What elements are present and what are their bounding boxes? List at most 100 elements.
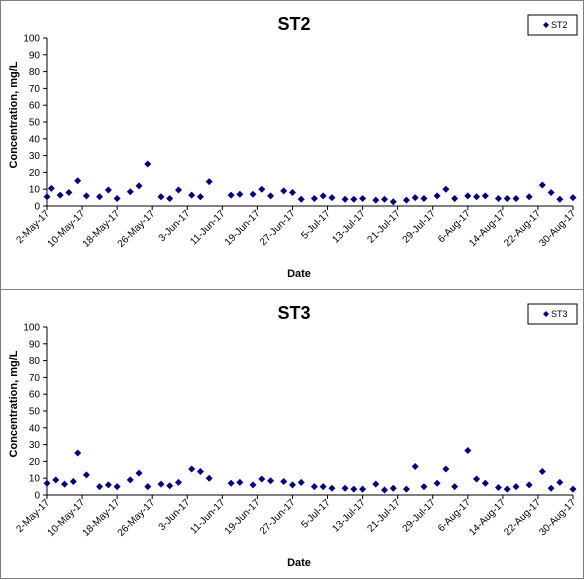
data-point bbox=[556, 195, 564, 203]
y-tick-label: 90 bbox=[29, 339, 41, 350]
x-tick-label: 3-Jun-17 bbox=[157, 497, 193, 533]
data-point bbox=[473, 193, 481, 201]
data-point bbox=[74, 177, 82, 185]
data-point bbox=[310, 194, 318, 202]
data-point bbox=[43, 479, 51, 487]
chart-panel-st2: ST2 ST2 Concentration, mg/L Date 0 10 20 30… bbox=[0, 0, 584, 290]
x-axis-title: Date bbox=[287, 557, 311, 569]
data-point bbox=[56, 191, 64, 199]
data-point bbox=[258, 475, 266, 483]
y-tick-label: 100 bbox=[23, 323, 40, 334]
data-point bbox=[341, 195, 349, 203]
data-point bbox=[381, 195, 389, 203]
x-tick-label: 29-Jul-17 bbox=[401, 208, 439, 246]
x-axis-title: Date bbox=[287, 268, 311, 280]
data-point bbox=[47, 184, 55, 192]
legend-box bbox=[527, 14, 578, 36]
data-point bbox=[113, 194, 121, 202]
y-tick-label: 100 bbox=[23, 34, 40, 45]
data-point bbox=[442, 465, 450, 473]
data-point bbox=[402, 196, 410, 204]
data-point bbox=[372, 196, 380, 204]
data-point bbox=[494, 483, 502, 491]
data-point bbox=[205, 474, 213, 482]
data-point bbox=[350, 485, 358, 493]
data-point bbox=[236, 478, 244, 486]
legend-box bbox=[527, 303, 578, 325]
data-point bbox=[205, 178, 213, 186]
chart-st3: ST3 ST3 Concentration, mg/L Date 0 10 20 30… bbox=[8, 303, 578, 569]
x-tick-label: 19-Jun-17 bbox=[223, 208, 263, 248]
data-point bbox=[411, 462, 419, 470]
data-point bbox=[451, 483, 459, 491]
data-point bbox=[227, 191, 235, 199]
x-tick-label: 27-Jun-17 bbox=[258, 208, 298, 248]
legend: ST3 bbox=[527, 303, 578, 325]
data-point bbox=[157, 193, 165, 201]
y-tick-label: 20 bbox=[29, 168, 41, 179]
x-tick-label: 5-Jul-17 bbox=[299, 497, 333, 531]
data-point bbox=[175, 186, 182, 194]
data-point bbox=[494, 194, 502, 202]
data-point bbox=[126, 476, 134, 484]
data-point bbox=[280, 187, 288, 195]
x-tick-label: 19-Jun-17 bbox=[223, 497, 263, 537]
data-point bbox=[166, 194, 174, 202]
data-point bbox=[249, 481, 257, 489]
data-point bbox=[310, 483, 318, 491]
data-point bbox=[350, 195, 358, 203]
data-point bbox=[319, 192, 327, 200]
data-point bbox=[74, 449, 82, 457]
data-point bbox=[288, 189, 296, 197]
data-point bbox=[227, 479, 235, 487]
data-point bbox=[267, 477, 275, 485]
y-axis-title: Concentration, mg/L bbox=[8, 350, 20, 457]
data-point bbox=[359, 485, 367, 493]
data-point bbox=[433, 192, 441, 200]
data-point bbox=[297, 478, 305, 486]
data-point bbox=[341, 484, 349, 492]
x-tick-label: 14-Aug-17 bbox=[467, 497, 508, 538]
legend: ST2 bbox=[527, 14, 578, 36]
x-tick-label: 5-Jul-17 bbox=[299, 208, 333, 242]
x-tick-label: 13-Jul-17 bbox=[330, 208, 368, 246]
data-point bbox=[420, 194, 428, 202]
legend-label: ST3 bbox=[551, 309, 568, 319]
data-point bbox=[538, 467, 546, 475]
x-tick-label: 14-Aug-17 bbox=[467, 208, 508, 249]
data-point bbox=[65, 189, 73, 197]
y-tick-label: 50 bbox=[29, 407, 41, 418]
x-tick-label: 21-Jul-17 bbox=[366, 208, 404, 246]
y-tick-label: 20 bbox=[29, 457, 41, 468]
data-point bbox=[135, 182, 143, 190]
y-tick-label: 80 bbox=[29, 356, 41, 367]
data-point bbox=[104, 481, 112, 489]
x-tick-label: 11-Jun-17 bbox=[188, 208, 227, 247]
y-tick-label: 0 bbox=[34, 491, 40, 502]
data-point bbox=[547, 484, 555, 492]
chart-panel-st3: ST3 ST3 Concentration, mg/L Date 0 10 20 30… bbox=[0, 289, 584, 579]
data-point bbox=[267, 192, 275, 200]
y-tick-label: 70 bbox=[29, 373, 41, 384]
data-point bbox=[503, 485, 511, 493]
data-point bbox=[69, 478, 77, 486]
data-point bbox=[569, 194, 577, 202]
data-point bbox=[126, 188, 134, 196]
data-point bbox=[389, 198, 397, 206]
data-point bbox=[144, 483, 152, 491]
x-tick-label: 3-Jun-17 bbox=[157, 208, 193, 244]
data-point bbox=[175, 478, 182, 486]
data-point bbox=[188, 191, 196, 199]
chart-st2: ST2 ST2 Concentration, mg/L Date 0 10 20 30… bbox=[8, 14, 578, 280]
x-tick-label: 11-Jun-17 bbox=[188, 497, 227, 536]
data-point bbox=[135, 469, 143, 477]
data-point bbox=[372, 480, 380, 488]
x-tick-label: 22-Aug-17 bbox=[502, 208, 543, 249]
y-tick-label: 0 bbox=[34, 202, 40, 213]
data-point bbox=[328, 484, 336, 492]
legend-label: ST2 bbox=[551, 20, 568, 30]
y-tick-label: 30 bbox=[29, 440, 41, 451]
x-tick-label: 13-Jul-17 bbox=[330, 497, 368, 535]
y-tick-label: 60 bbox=[29, 101, 41, 112]
data-point bbox=[547, 189, 555, 197]
